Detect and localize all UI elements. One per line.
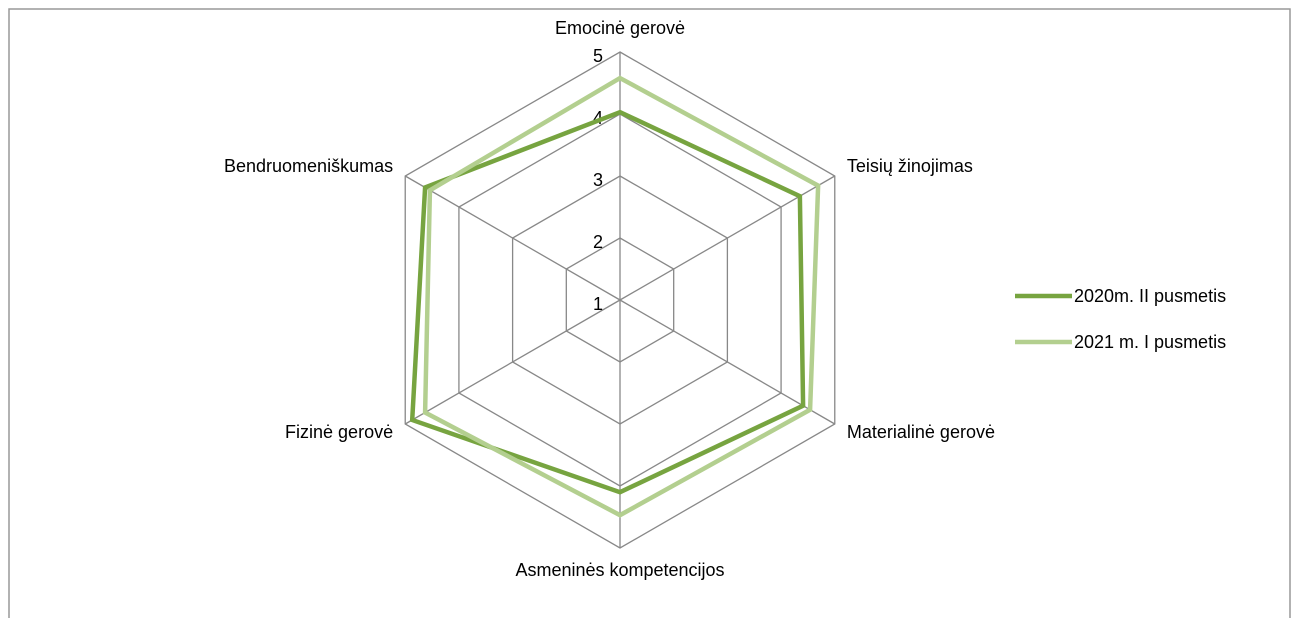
r-tick-label: 1: [593, 294, 603, 314]
spoke: [619, 299, 836, 425]
r-tick-label: 2: [593, 232, 603, 252]
legend-label: 2021 m. I pusmetis: [1074, 332, 1226, 352]
spoke: [404, 175, 621, 301]
category-label: Asmeninės kompetencijos: [515, 560, 724, 580]
category-label: Teisių žinojimas: [847, 156, 973, 176]
category-label: Materialinė gerovė: [847, 422, 995, 442]
legend-label: 2020m. II pusmetis: [1074, 286, 1226, 306]
series-line: [422, 75, 821, 518]
frame: [8, 8, 1291, 618]
r-tick-label: 4: [593, 108, 603, 128]
r-tick-label: 5: [593, 46, 603, 66]
category-label: Fizinė gerovė: [285, 422, 393, 442]
category-label: Emocinė gerovė: [555, 18, 685, 38]
r-tick-label: 3: [593, 170, 603, 190]
category-label: Bendruomeniškumas: [224, 156, 393, 176]
series-line: [409, 109, 806, 495]
spoke: [404, 299, 621, 425]
